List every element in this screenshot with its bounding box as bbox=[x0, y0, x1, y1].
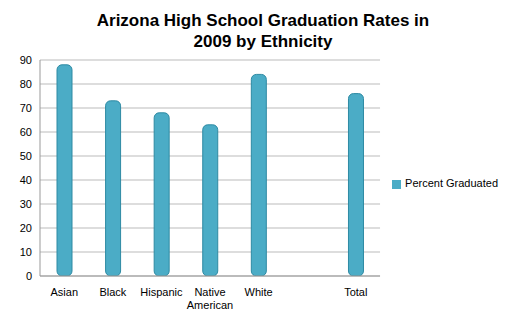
svg-text:0: 0 bbox=[26, 270, 32, 282]
svg-text:10: 10 bbox=[20, 246, 32, 258]
svg-text:Total: Total bbox=[344, 286, 367, 298]
svg-text:30: 30 bbox=[20, 198, 32, 210]
html-text:Percent Graduated: Percent Graduated bbox=[405, 177, 498, 189]
svg-text:Asian: Asian bbox=[51, 286, 79, 298]
svg-text:White: White bbox=[245, 286, 273, 298]
svg-text:NativeAmerican: NativeAmerican bbox=[187, 286, 233, 311]
svg-text:80: 80 bbox=[20, 78, 32, 90]
svg-text:Black: Black bbox=[99, 286, 126, 298]
svg-text:Hispanic: Hispanic bbox=[140, 286, 183, 298]
svg-text:60: 60 bbox=[20, 126, 32, 138]
svg-text:20: 20 bbox=[20, 222, 32, 234]
html-text:Arizona High School Graduation: Arizona High School Graduation Rates in … bbox=[96, 11, 430, 51]
svg-text:50: 50 bbox=[20, 150, 32, 162]
svg-text:40: 40 bbox=[20, 174, 32, 186]
svg-text:70: 70 bbox=[20, 102, 32, 114]
svg-text:90: 90 bbox=[20, 54, 32, 66]
